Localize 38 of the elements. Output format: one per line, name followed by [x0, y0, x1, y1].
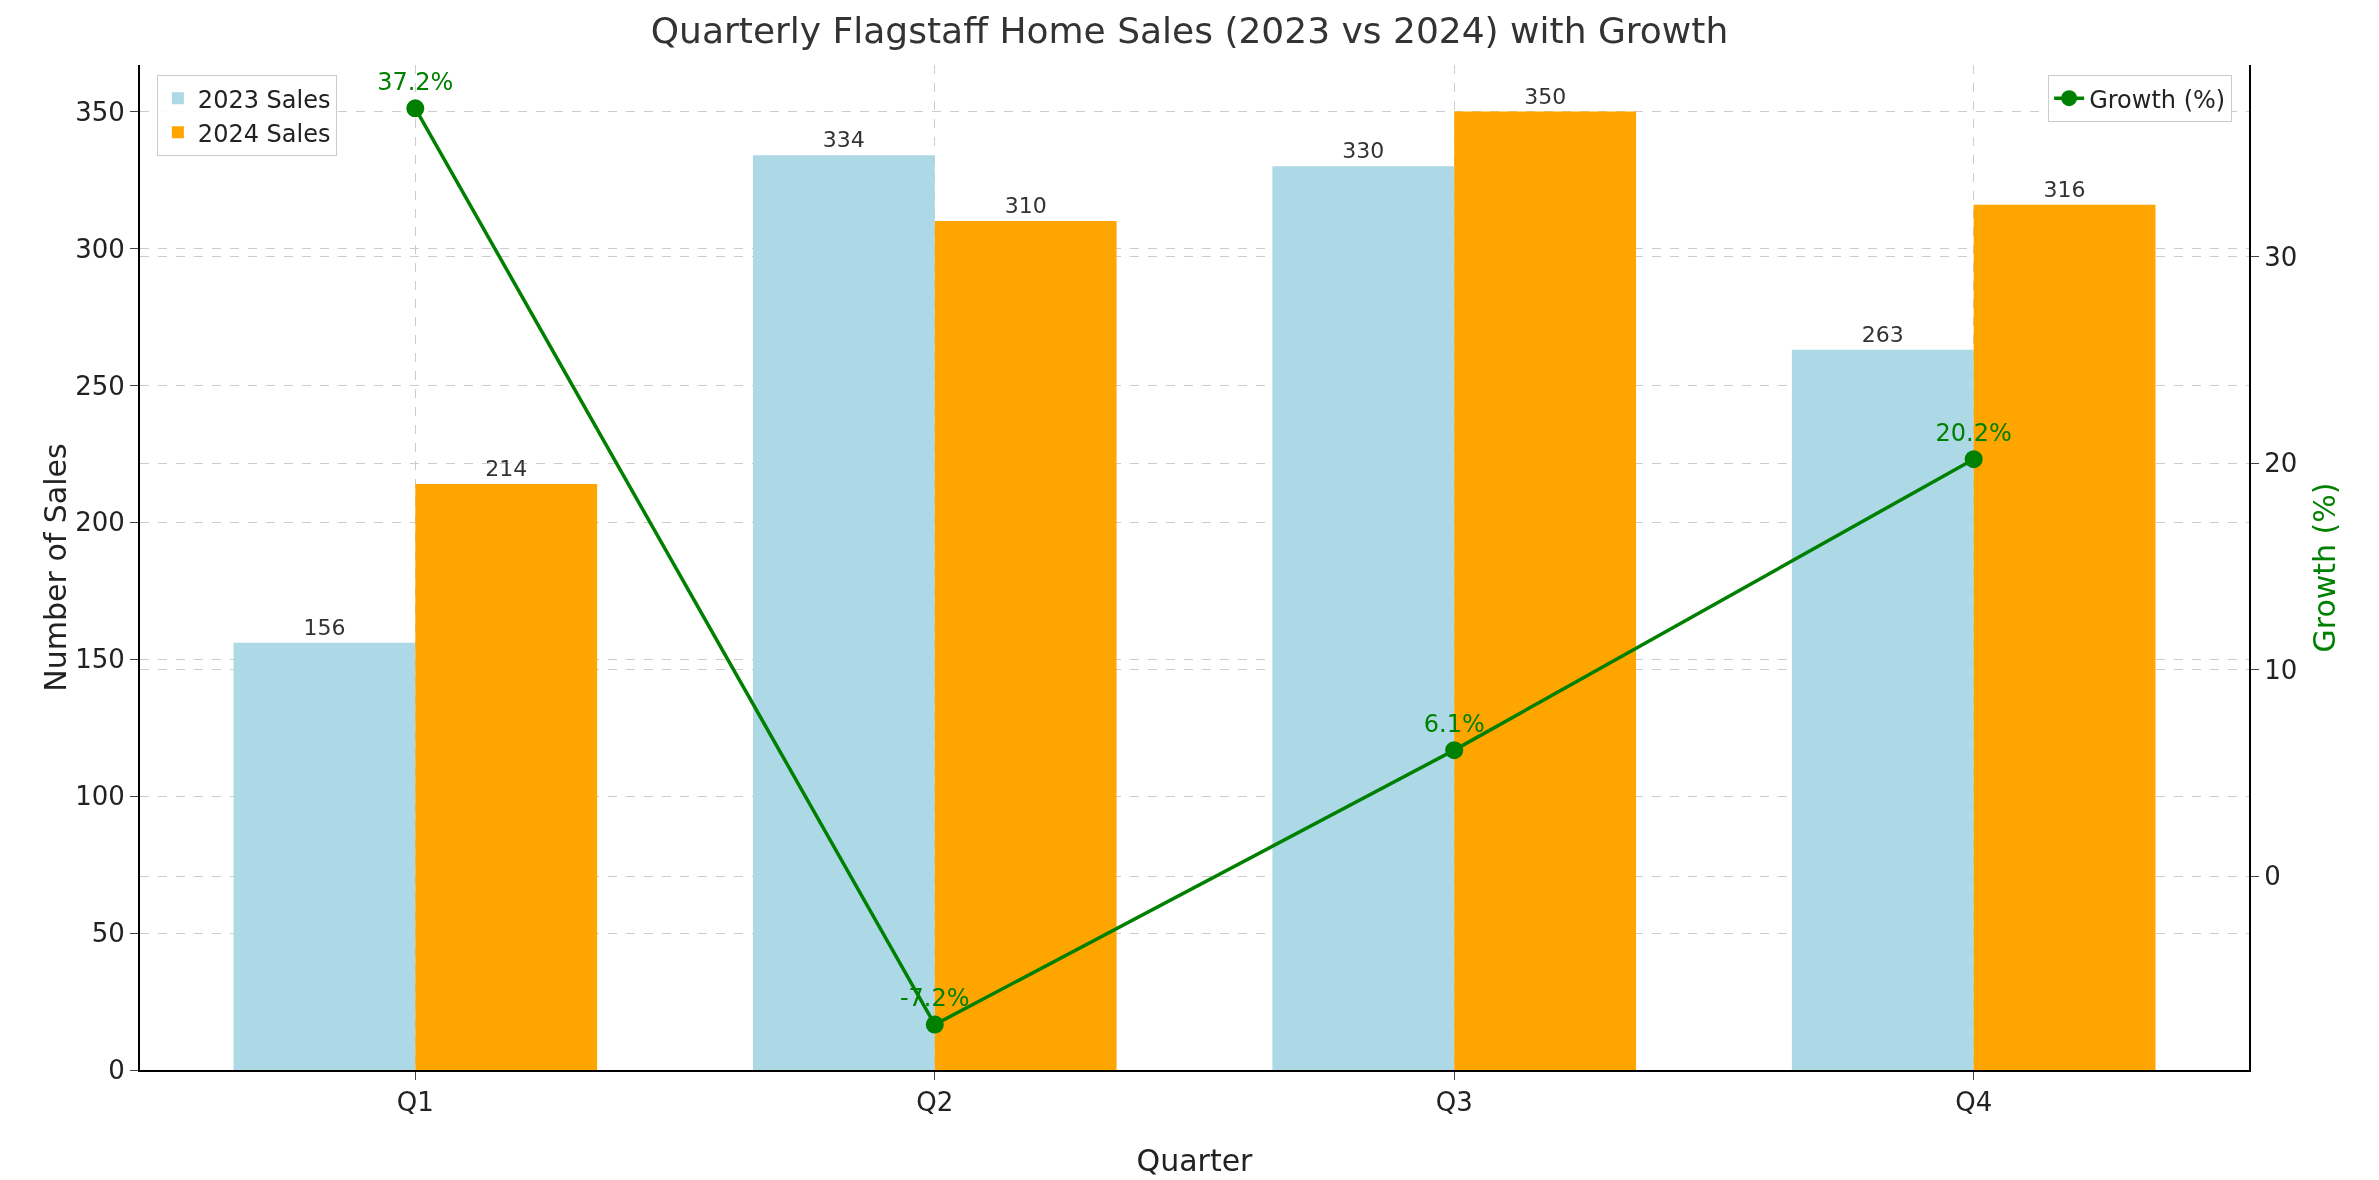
point [925, 1015, 944, 1034]
y-axis-title: Number of Sales [38, 443, 74, 692]
y-tick-label: 350 [75, 96, 125, 127]
y2-axis-title: Growth (%) [2307, 482, 2342, 653]
data-label: 316 [2043, 176, 2086, 202]
data-label: 214 [485, 455, 528, 481]
data-label: 156 [303, 614, 346, 640]
x-axis-title: Quarter [1136, 1143, 1254, 1178]
point [1445, 741, 1464, 760]
x-tick-label: Q3 [1435, 1087, 1473, 1118]
data-label: 37.2% [377, 68, 454, 97]
chart-title: Quarterly Flagstaff Home Sales (2023 vs 2024) with Growth [650, 9, 1729, 51]
y-tick-label: 250 [75, 370, 125, 401]
data-label: 330 [1342, 138, 1385, 164]
bar [233, 642, 416, 1070]
point [1964, 450, 1983, 469]
legend-label: Growth (%) [2089, 85, 2226, 114]
y2-tick-label: 10 [2264, 654, 2298, 685]
data-label: 350 [1524, 83, 1567, 109]
bar [415, 483, 598, 1070]
legend-label: 2024 Sales [197, 119, 331, 148]
y-tick-label: 300 [75, 233, 125, 264]
data-label: 310 [1004, 193, 1047, 219]
y-tick-label: 50 [91, 918, 125, 949]
point [406, 99, 425, 118]
y2-tick-label: 0 [2264, 861, 2281, 892]
y2-tick-label: 30 [2264, 242, 2298, 273]
y-tick-label: 100 [75, 781, 125, 812]
data-label: 263 [1861, 321, 1904, 347]
data-label: 334 [822, 127, 865, 153]
y-tick-label: 200 [75, 507, 125, 538]
y2-tick-label: 20 [2264, 448, 2298, 479]
y-tick-label: 0 [108, 1055, 125, 1086]
y-tick-label: 150 [75, 644, 125, 675]
x-tick-label: Q2 [916, 1087, 954, 1118]
x-tick-label: Q1 [396, 1087, 434, 1118]
legend-label: 2023 Sales [197, 85, 331, 114]
x-tick-label: Q4 [1955, 1087, 1993, 1118]
